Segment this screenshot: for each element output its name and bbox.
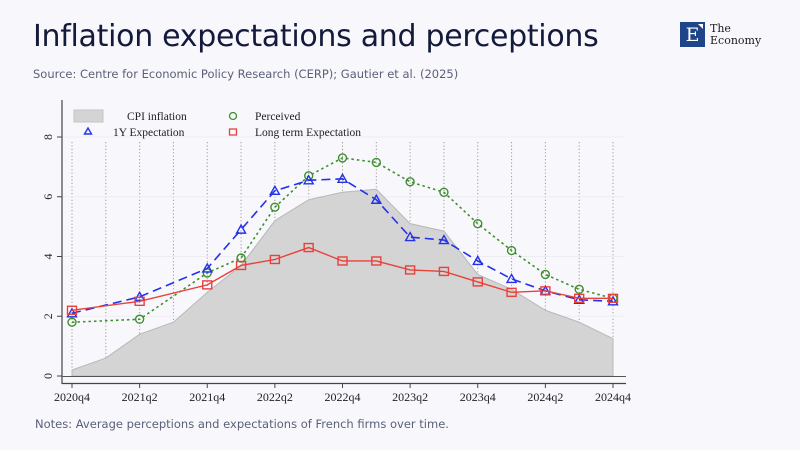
y-tick-label-2: 2: [41, 313, 55, 319]
logo-line-2: Economy: [710, 33, 762, 47]
perceived-point-2021q2: [134, 314, 145, 324]
1y-expectation-line: [71, 178, 614, 315]
legend-marker-1y: [83, 126, 93, 135]
long-term-expectation-point-2023q2: [404, 265, 416, 275]
x-tick-label-2021q2: 2021q2: [122, 390, 158, 404]
brand-logo: E The Economy: [680, 22, 761, 47]
long-term-expectation-point-2022q2: [269, 254, 281, 265]
1y-expectation-point-2022q3: [302, 174, 315, 185]
long-term-expectation-point-2023q4: [472, 277, 483, 287]
perceived-point-2024q2: [540, 269, 551, 280]
long-term-expectation-point-2022q3: [303, 242, 314, 253]
1y-expectation-point-2024q3: [573, 293, 585, 305]
legend-swatch-cpi: [73, 109, 104, 123]
1y-expectation-point-2022q4: [336, 172, 349, 184]
x-tick-label-2022q4: 2022q4: [325, 390, 361, 404]
x-tick-label-2020q4: 2020q4: [54, 390, 90, 404]
1y-expectation-point-2023q3: [438, 234, 450, 245]
1y-expectation-point-2023q1: [370, 193, 383, 204]
x-tick-label-2024q2: 2024q2: [527, 390, 563, 404]
x-tick-label-2023q4: 2023q4: [460, 390, 496, 404]
legend-label-1y: 1Y Expectation: [113, 127, 185, 139]
1y-expectation-point-2024q4: [607, 295, 619, 306]
perceived-point-2023q2: [405, 177, 415, 187]
axis-layer: 0 2 4 6 8 2020q4 2021q2 2021q4 2022q2 2022q4 2023q…: [41, 100, 631, 404]
perceived-point-2023q4: [473, 218, 483, 229]
perceived-line: [71, 157, 614, 324]
long-term-expectation-point-2024q3: [573, 293, 585, 304]
cpi-inflation-area: [71, 188, 614, 377]
long-term-expectation-point-2024q2: [540, 286, 551, 296]
long-term-expectation-point-2024q4: [607, 293, 619, 304]
legend-label-long-term: Long term Expectation: [255, 127, 361, 139]
notes-caption: Notes: Average perceptions and expectati…: [35, 417, 449, 431]
long-term-expectation-point-2021q2: [134, 296, 145, 307]
x-tick-label-2024q4: 2024q4: [595, 390, 631, 404]
perceived-point-2022q2: [270, 202, 280, 212]
perceived-point-2023q1: [371, 157, 382, 168]
x-tick-label-2023q2: 2023q2: [392, 390, 428, 404]
y-tick-label-6: 6: [41, 194, 55, 200]
y-tick-label-4: 4: [41, 254, 55, 260]
line-layer: [66, 153, 619, 327]
long-term-expectation-point-2023q1: [371, 256, 382, 266]
long-term-expectation-point-2020q4: [66, 305, 78, 315]
x-tick-label-2021q4: 2021q4: [189, 390, 225, 404]
1y-expectation-point-2024q1: [505, 272, 518, 284]
long-term-expectation-line: [71, 246, 613, 311]
1y-expectation-point-2023q2: [404, 231, 416, 242]
1y-expectation-point-2022q1: [235, 223, 247, 234]
perceived-point-2024q3: [574, 284, 584, 295]
long-term-expectation-point-2024q1: [506, 287, 517, 298]
1y-expectation-point-2020q4: [66, 307, 78, 318]
long-term-expectation-point-2022q4: [337, 256, 348, 266]
logo-e-icon: E: [680, 22, 705, 47]
legend-label-perceived: Perceived: [255, 111, 301, 123]
1y-expectation-point-2023q4: [472, 255, 484, 266]
1y-expectation-point-2022q2: [269, 184, 281, 195]
source-caption: Source: Centre for Economic Policy Resea…: [33, 67, 459, 81]
perceived-point-2024q1: [506, 245, 517, 256]
x-tick-label-2022q2: 2022q2: [257, 390, 293, 404]
legend-marker-long-term: [228, 128, 238, 136]
long-term-expectation-point-2022q1: [235, 260, 247, 271]
long-term-expectation-point-2023q3: [438, 266, 450, 277]
1y-expectation-point-2021q4: [201, 262, 213, 273]
1y-expectation-point-2021q2: [133, 290, 146, 302]
long-term-expectation-point-2021q4: [202, 280, 213, 290]
logo-line-1: The: [710, 21, 731, 35]
perceived-point-2023q3: [439, 187, 449, 197]
perceived-point-2022q4: [337, 153, 348, 163]
legend-marker-perceived: [228, 111, 238, 121]
legend: CPI inflation Perceived 1Y Expectation L…: [73, 109, 361, 139]
legend-label-cpi: CPI inflation: [127, 111, 187, 123]
perceived-point-2020q4: [67, 317, 77, 327]
y-tick-label-8: 8: [41, 134, 55, 140]
page-title: Inflation expectations and perceptions: [33, 19, 599, 54]
y-tick-label-0: 0: [41, 373, 55, 379]
area-layer: [71, 188, 614, 377]
